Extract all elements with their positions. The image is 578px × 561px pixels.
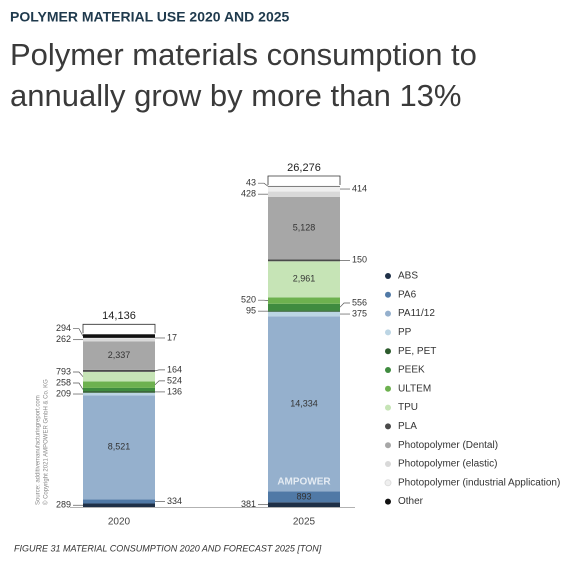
legend-marker bbox=[385, 329, 391, 336]
bar-segment bbox=[268, 186, 340, 192]
bar-segment bbox=[83, 387, 155, 392]
bar-segment bbox=[268, 196, 340, 260]
header: POLYMER MATERIAL USE 2020 AND 2025 bbox=[10, 9, 290, 25]
legend-label: Photopolymer (industrial Application) bbox=[398, 477, 560, 488]
bar-segment bbox=[268, 303, 340, 311]
caption: FIGURE 31 MATERIAL CONSUMPTION 2020 AND … bbox=[14, 543, 322, 553]
source: Source: additivemanufacturingreport.com bbox=[36, 395, 42, 505]
value-label: 136 bbox=[167, 386, 182, 396]
value-label: 150 bbox=[352, 255, 367, 265]
legend-label: Photopolymer (elastic) bbox=[398, 459, 497, 470]
leader-line bbox=[73, 382, 84, 390]
legend-marker bbox=[385, 291, 391, 298]
value-label: 2,337 bbox=[108, 350, 131, 360]
x-tick-label: 2020 bbox=[108, 517, 131, 528]
bar-segment bbox=[268, 310, 340, 312]
value-label: 262 bbox=[56, 334, 71, 344]
legend-label: PLA bbox=[398, 421, 417, 432]
leader-line bbox=[154, 380, 165, 385]
total-label: 26,276 bbox=[287, 162, 321, 174]
title: Polymer materials consumption to bbox=[10, 37, 477, 72]
legend-marker bbox=[385, 310, 391, 317]
value-label: 164 bbox=[167, 364, 182, 374]
bar-segment bbox=[83, 503, 155, 507]
bar-segment bbox=[83, 334, 155, 338]
source: © Copyright 2021 AMPOWER GmbH & Co. KG bbox=[43, 379, 50, 505]
bar-segment bbox=[83, 341, 155, 370]
value-label: 14,334 bbox=[290, 398, 318, 408]
bar-segment bbox=[83, 395, 155, 500]
legend-marker bbox=[385, 442, 391, 449]
legend-marker bbox=[385, 367, 391, 373]
leader-line bbox=[73, 371, 84, 377]
value-label: 375 bbox=[352, 308, 367, 318]
legend-label: PE, PET bbox=[398, 346, 436, 357]
legend-marker bbox=[385, 461, 391, 467]
value-label: 524 bbox=[167, 375, 182, 385]
bar-segment bbox=[83, 369, 155, 372]
bar-segment bbox=[83, 371, 155, 382]
bar-segment bbox=[83, 381, 155, 388]
legend-marker bbox=[385, 273, 391, 279]
value-label: 5,128 bbox=[293, 222, 316, 232]
value-label: 556 bbox=[352, 297, 367, 307]
legend-label: ULTEM bbox=[398, 383, 431, 394]
value-label: 43 bbox=[246, 178, 256, 188]
bar-segment bbox=[268, 259, 340, 262]
value-label: 95 bbox=[246, 306, 256, 316]
legend-label: PEEK bbox=[398, 365, 425, 376]
bar-segment bbox=[268, 185, 340, 187]
legend-marker bbox=[385, 385, 391, 392]
legend-label: PP bbox=[398, 327, 412, 338]
value-label: 294 bbox=[56, 323, 71, 333]
value-label: 428 bbox=[241, 189, 256, 199]
bar-segment bbox=[268, 261, 340, 298]
bar-segment bbox=[268, 316, 340, 492]
bar-segment bbox=[268, 297, 340, 304]
legend-marker bbox=[385, 348, 391, 355]
bar-segment bbox=[268, 491, 340, 503]
value-label: 381 bbox=[241, 499, 256, 509]
legend-label: ABS bbox=[398, 271, 418, 282]
leader-line bbox=[339, 302, 350, 308]
value-label: 258 bbox=[56, 377, 71, 387]
legend-label: Other bbox=[398, 496, 424, 507]
leader-line bbox=[258, 182, 269, 187]
legend-marker bbox=[384, 479, 392, 487]
bar-segment bbox=[83, 392, 155, 396]
value-label: 793 bbox=[56, 366, 71, 376]
value-label: 520 bbox=[241, 295, 256, 305]
legend-marker bbox=[385, 404, 391, 411]
value-label: 209 bbox=[56, 388, 71, 398]
value-label: 334 bbox=[167, 496, 182, 506]
watermark: AMPOWER bbox=[277, 477, 331, 488]
value-label: 2,961 bbox=[293, 274, 316, 284]
x-tick-label: 2025 bbox=[293, 517, 316, 528]
title: annually grow by more than 13% bbox=[10, 78, 461, 113]
bar-segment bbox=[268, 502, 340, 507]
value-label: 414 bbox=[352, 183, 367, 193]
leader-line bbox=[154, 369, 165, 372]
bar-segment bbox=[83, 338, 155, 342]
legend-label: PA6 bbox=[398, 289, 417, 300]
value-label: 8,521 bbox=[108, 442, 131, 452]
total-bracket bbox=[82, 323, 156, 334]
bar-segment bbox=[83, 391, 155, 393]
bar-segment bbox=[83, 499, 155, 504]
value-label: 17 bbox=[167, 332, 177, 342]
legend-label: PA11/12 bbox=[398, 308, 435, 319]
total-label: 14,136 bbox=[102, 310, 136, 322]
total-bracket bbox=[267, 175, 341, 185]
legend-marker bbox=[385, 498, 391, 505]
value-label: 289 bbox=[56, 500, 71, 510]
bar-segment bbox=[83, 337, 155, 339]
legend-label: Photopolymer (Dental) bbox=[398, 440, 498, 451]
legend-label: TPU bbox=[398, 402, 418, 413]
bar-segment bbox=[268, 191, 340, 197]
legend-marker bbox=[385, 423, 391, 430]
value-label: 893 bbox=[296, 491, 311, 501]
bar-segment bbox=[268, 311, 340, 317]
leader-line bbox=[73, 328, 84, 337]
